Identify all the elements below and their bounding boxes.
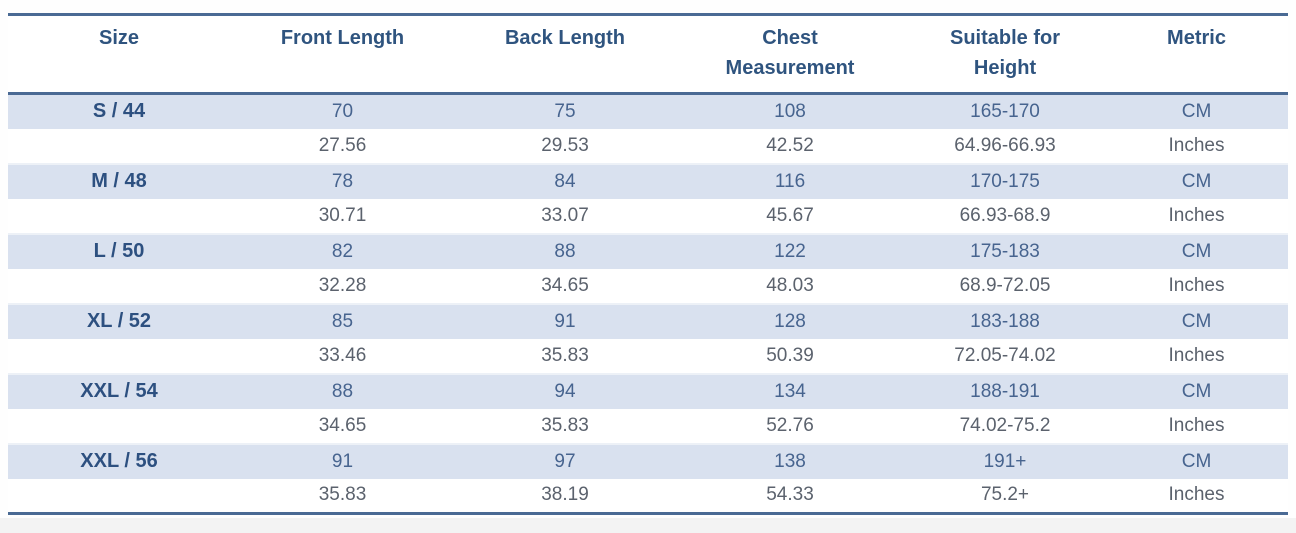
value-cell: 84	[455, 162, 675, 199]
value-cell: 72.05-74.02	[954, 344, 1056, 366]
value-cell: 88	[455, 232, 675, 269]
value-cell: 32.28	[318, 274, 367, 296]
value-cell: 165-170	[905, 92, 1105, 129]
value-cell: 188-191	[905, 372, 1105, 409]
value-cell: 33.07	[541, 204, 589, 226]
table-row-inches: 35.83 38.19 54.33 75.2+ Inches	[8, 478, 1288, 514]
value-cell: 66.93-68.9	[959, 204, 1051, 226]
metric-cell: CM	[1105, 232, 1288, 269]
table-row-inches: 27.56 29.53 42.52 64.96-66.93 Inches	[8, 128, 1288, 164]
table-row-inches: 30.71 33.07 45.67 66.93-68.9 Inches	[8, 198, 1288, 234]
value-cell: 45.67	[766, 204, 814, 226]
value-cell: 35.83	[318, 484, 367, 506]
value-cell: 50.39	[766, 344, 814, 366]
table-row-cm: S / 44 70 75 108 165-170 CM	[8, 92, 1288, 129]
value-cell: 97	[455, 442, 675, 479]
size-cell: M / 48	[8, 162, 230, 199]
column-header-metric: Metric	[1105, 14, 1288, 95]
table-row-cm: XXL / 56 91 97 138 191+ CM	[8, 442, 1288, 479]
metric-cell: CM	[1105, 442, 1288, 479]
value-cell: 175-183	[905, 232, 1105, 269]
value-cell: 91	[230, 442, 455, 479]
size-cell: L / 50	[8, 232, 230, 269]
value-cell: 82	[230, 232, 455, 269]
column-header-back-length: Back Length	[455, 14, 675, 95]
value-cell: 34.65	[541, 274, 589, 296]
value-cell: 35.83	[541, 414, 589, 436]
value-cell: 78	[230, 162, 455, 199]
header-row: Size Front Length Back Length Chest Measure…	[8, 14, 1288, 95]
value-cell: 134	[675, 372, 905, 409]
size-cell: XXL / 54	[8, 372, 230, 409]
value-cell: 64.96-66.93	[954, 134, 1056, 156]
value-cell: 128	[675, 302, 905, 339]
table-row-cm: XXL / 54 88 94 134 188-191 CM	[8, 372, 1288, 409]
metric-cell: Inches	[1168, 344, 1225, 366]
value-cell: 68.9-72.05	[959, 274, 1051, 296]
table-row-inches: 33.46 35.83 50.39 72.05-74.02 Inches	[8, 338, 1288, 374]
metric-cell: Inches	[1168, 484, 1225, 506]
value-cell: 94	[455, 372, 675, 409]
table-row-inches: 32.28 34.65 48.03 68.9-72.05 Inches	[8, 268, 1288, 304]
size-cell	[8, 409, 230, 444]
value-cell: 48.03	[766, 274, 814, 296]
value-cell: 52.76	[766, 414, 814, 436]
column-header-size: Size	[8, 14, 230, 95]
value-cell: 29.53	[541, 134, 589, 156]
value-cell: 35.83	[541, 344, 589, 366]
table-row-cm: L / 50 82 88 122 175-183 CM	[8, 232, 1288, 269]
metric-cell: CM	[1105, 162, 1288, 199]
size-cell	[8, 129, 230, 164]
table-row-cm: M / 48 78 84 116 170-175 CM	[8, 162, 1288, 199]
size-chart-table: Size Front Length Back Length Chest Measure…	[8, 13, 1288, 515]
column-header-chest: Chest Measurement	[675, 14, 905, 95]
metric-cell: CM	[1105, 302, 1288, 339]
value-cell: 74.02-75.2	[959, 414, 1051, 436]
table-row-inches: 34.65 35.83 52.76 74.02-75.2 Inches	[8, 408, 1288, 444]
value-cell: 54.33	[766, 484, 814, 506]
value-cell: 85	[230, 302, 455, 339]
column-header-suitable-for: Suitable for Height	[905, 14, 1105, 95]
size-cell	[8, 339, 230, 374]
value-cell: 191+	[905, 442, 1105, 479]
value-cell: 34.65	[318, 414, 367, 436]
value-cell: 138	[675, 442, 905, 479]
table-header: Size Front Length Back Length Chest Measure…	[8, 14, 1288, 95]
table-body: S / 44 70 75 108 165-170 CM 27.56 29.53 42.52 64.…	[8, 92, 1288, 514]
value-cell: 75	[455, 92, 675, 129]
value-cell: 91	[455, 302, 675, 339]
bottom-margin-strip	[0, 518, 1296, 533]
value-cell: 88	[230, 372, 455, 409]
value-cell: 27.56	[318, 134, 367, 156]
size-cell: XL / 52	[8, 302, 230, 339]
value-cell: 170-175	[905, 162, 1105, 199]
value-cell: 183-188	[905, 302, 1105, 339]
value-cell: 116	[675, 162, 905, 199]
value-cell: 30.71	[318, 204, 367, 226]
size-cell	[8, 199, 230, 234]
value-cell: 108	[675, 92, 905, 129]
metric-cell: Inches	[1168, 134, 1225, 156]
size-cell	[8, 269, 230, 304]
value-cell: 122	[675, 232, 905, 269]
value-cell: 70	[230, 92, 455, 129]
metric-cell: CM	[1105, 372, 1288, 409]
value-cell: 75.2+	[980, 484, 1030, 506]
metric-cell: Inches	[1168, 204, 1225, 226]
metric-cell: Inches	[1168, 414, 1225, 436]
size-cell: XXL / 56	[8, 442, 230, 479]
value-cell: 33.46	[318, 344, 367, 366]
size-cell: S / 44	[8, 92, 230, 129]
value-cell: 42.52	[766, 134, 814, 156]
metric-cell: Inches	[1168, 274, 1225, 296]
value-cell: 38.19	[541, 484, 589, 506]
metric-cell: CM	[1105, 92, 1288, 129]
size-cell	[8, 479, 230, 514]
table-row-cm: XL / 52 85 91 128 183-188 CM	[8, 302, 1288, 339]
column-header-front-length: Front Length	[230, 14, 455, 95]
